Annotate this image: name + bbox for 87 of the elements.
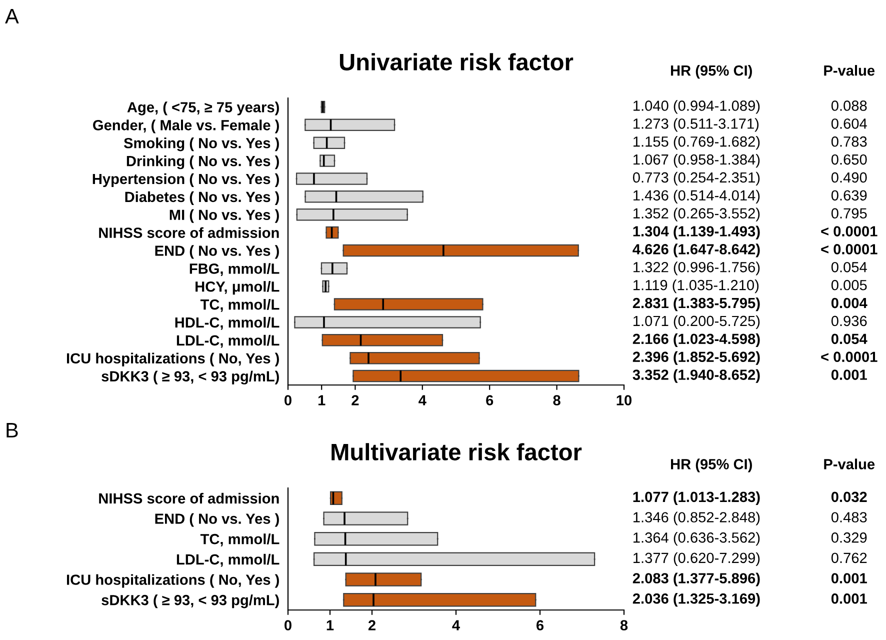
y-tick-label: LDL-C, mmol/L [176, 554, 280, 567]
y-tick-label: Smoking ( No vs. Yes ) [124, 138, 279, 152]
text: < 0.0001 [821, 244, 878, 254]
text: 0.032 [831, 492, 867, 502]
x-tick-label: 4 [418, 395, 426, 406]
text: HR (95% CI) [671, 458, 752, 472]
text: 0.604 [831, 118, 867, 129]
x-tick-label: 8 [620, 620, 628, 630]
y-tick-label: ICU hospitalizations ( No, Yes ) [66, 574, 279, 588]
x-tick-label: 8 [553, 395, 560, 406]
x-tick-label: 2 [352, 395, 359, 406]
text: 0.004 [831, 298, 868, 308]
text: 0.783 [831, 136, 867, 147]
x-tick-label: 1 [318, 395, 326, 406]
y-tick-label: NIHSS score of admission [99, 492, 279, 504]
text: 1.119 (1.035-1.210) [634, 280, 759, 294]
text: 0.490 [831, 172, 867, 183]
x-tick-label: 4 [452, 620, 460, 630]
text: 1.364 (0.636-3.562) [634, 532, 760, 546]
chart-title: Multivariate risk factor [332, 443, 582, 460]
text: B [6, 423, 18, 438]
y-tick-label: HDL-C, mmol/L [175, 316, 280, 330]
text: 2.083 (1.377-5.896) [632, 572, 760, 586]
y-tick-label: FBG, mmol/L [190, 263, 280, 276]
y-tick-label: Age, ( <75, ≥ 75 years) [127, 102, 279, 116]
y-tick-label: sDKK3 ( ≥ 93, < 93 pg/mL) [102, 594, 279, 608]
y-tick-label: END ( No vs. Yes ) [155, 245, 279, 259]
text: < 0.0001 [821, 226, 878, 236]
text: 0.795 [831, 208, 867, 219]
text: 3.352 (1.940-8.652) [632, 369, 760, 383]
x-tick-label: 2 [368, 620, 376, 630]
y-tick-label: HCY, μmol/L [196, 281, 280, 295]
text: 0.001 [831, 593, 867, 604]
text: 1.377 (0.620-7.299) [634, 552, 760, 566]
y-tick-label: END ( No vs. Yes ) [155, 513, 279, 527]
y-tick-label: Gender, ( Male vs. Female ) [93, 120, 279, 134]
text: HR (95% CI) [671, 65, 752, 79]
text: 2.831 (1.383-5.795) [632, 297, 760, 312]
y-tick-label: LDL-C, mmol/L [176, 334, 280, 348]
text: P-value [824, 65, 875, 76]
x-tick-label: 6 [536, 620, 544, 630]
y-tick-label: MI ( No vs. Yes ) [170, 209, 279, 223]
text: 1.304 (1.139-1.493) [633, 226, 760, 240]
text: 2.036 (1.325-3.169) [632, 593, 760, 607]
text: 0.639 [831, 190, 867, 201]
text: < 0.0001 [821, 352, 878, 362]
text: 0.001 [831, 370, 867, 380]
text: 1.352 (0.265-3.552) [634, 208, 760, 222]
text: 0.483 [831, 512, 867, 522]
y-tick-label: Diabetes ( No vs. Yes ) [125, 191, 279, 205]
text: 1.077 (1.013-1.283) [633, 491, 760, 505]
x-tick-label: 0 [284, 620, 292, 630]
text: 4.626 (1.647-8.642) [632, 244, 760, 258]
text: A [5, 9, 19, 24]
y-tick-label: TC, mmol/L [200, 298, 280, 312]
x-tick-label: 6 [486, 395, 494, 406]
x-tick-label: 0 [284, 395, 292, 406]
text: 1.273 (0.511-3.171) [634, 118, 759, 132]
text: 1.067 (0.958-1.384) [634, 154, 760, 168]
text: 0.005 [831, 280, 867, 290]
text: 1.436 (0.514-4.014) [634, 190, 760, 204]
text: 2.396 (1.852-5.692) [632, 351, 760, 365]
text: 2.166 (1.023-4.598) [632, 333, 760, 347]
y-tick-label: Drinking ( No vs. Yes ) [126, 155, 279, 170]
chart-title: Univariate risk factor [340, 53, 574, 70]
text: 0.054 [831, 262, 867, 272]
y-tick-label: TC, mmol/L [200, 534, 280, 546]
text: 0.001 [831, 573, 867, 584]
y-tick-label: ICU hospitalizations ( No, Yes ) [66, 352, 279, 366]
text: 0.762 [831, 552, 867, 564]
y-tick-label: sDKK3 ( ≥ 93, < 93 pg/mL) [102, 370, 279, 384]
text: 1.071 (0.200-5.725) [634, 315, 760, 330]
x-tick-label: 10 [616, 395, 632, 406]
text: 0.936 [831, 316, 867, 326]
y-tick-label: Hypertension ( No vs. Yes ) [92, 173, 279, 188]
y-tick-label: NIHSS score of admission [99, 227, 279, 238]
text: 0.054 [831, 334, 868, 344]
text: 1.346 (0.852-2.848) [634, 512, 760, 526]
text: 0.650 [831, 154, 867, 165]
text: 1.155 (0.769-1.682) [634, 136, 760, 150]
text: P-value [824, 458, 875, 470]
text: 1.040 (0.994-1.089) [634, 100, 760, 114]
x-tick-label: 1 [326, 620, 334, 630]
text: 0.088 [831, 100, 867, 111]
text: 1.322 (0.996-1.756) [634, 262, 760, 276]
text: 0.329 [831, 532, 867, 543]
text: 0.773 (0.254-2.351) [632, 172, 760, 186]
